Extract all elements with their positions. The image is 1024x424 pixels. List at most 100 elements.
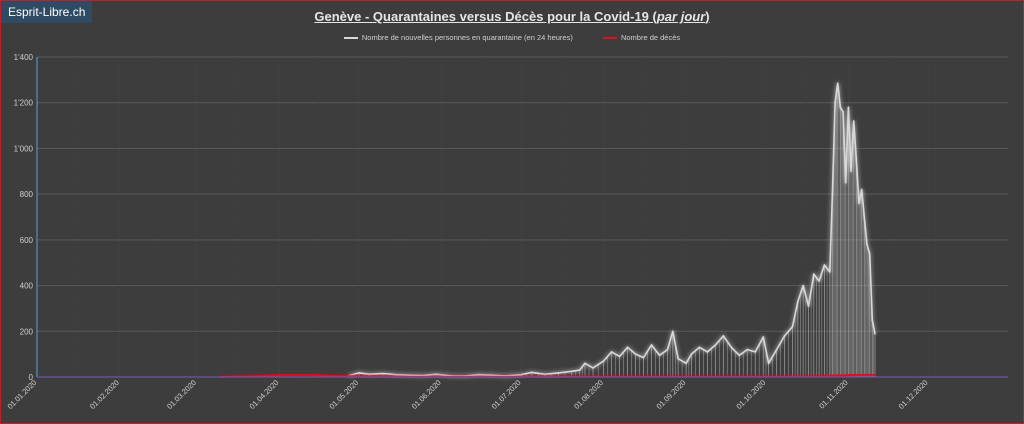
- x-tick-label: 01.12.2020: [897, 378, 930, 411]
- quarantine-point: [791, 325, 794, 328]
- chart-legend: Nombre de nouvelles personnes en quarant…: [0, 33, 1024, 42]
- quarantine-point: [626, 346, 629, 349]
- quarantine-point: [368, 373, 371, 376]
- chart-title-close: ): [705, 9, 710, 24]
- series-lines: [219, 82, 876, 378]
- quarantine-point: [634, 353, 637, 355]
- quarantine-point: [831, 193, 834, 195]
- x-tick-label: 01.03.2020: [165, 378, 198, 411]
- quarantine-point: [754, 351, 757, 353]
- quarantine-point: [746, 348, 749, 351]
- quarantine-point: [602, 360, 605, 362]
- quarantine-point: [382, 372, 384, 375]
- quarantine-point: [738, 354, 741, 357]
- legend-swatch-deaths: [602, 37, 617, 40]
- quarantine-point: [557, 372, 560, 374]
- x-tick-label: 01.11.2020: [817, 378, 850, 411]
- quarantine-point: [706, 351, 709, 353]
- quarantine-point: [592, 367, 594, 369]
- quarantine-point: [714, 344, 717, 346]
- deaths-line: [220, 373, 876, 378]
- deaths-point: [302, 373, 304, 376]
- quarantine-point: [491, 374, 493, 376]
- y-tick-label: 400: [20, 282, 34, 291]
- quarantine-point: [358, 372, 360, 374]
- quarantine-point: [834, 101, 836, 104]
- quarantine-point: [395, 373, 397, 376]
- quarantine-point: [578, 369, 581, 371]
- x-tick-label: 01.10.2020: [734, 378, 767, 411]
- deaths-point: [288, 374, 291, 376]
- quarantine-point: [842, 111, 844, 113]
- x-tick-label: 01.02.2020: [88, 378, 121, 411]
- quarantine-point: [839, 106, 842, 109]
- quarantine-point: [642, 356, 645, 359]
- quarantine-point: [813, 273, 815, 275]
- deaths-point: [275, 374, 278, 377]
- quarantine-point: [847, 106, 850, 109]
- quarantine-point: [544, 373, 546, 376]
- grid: [36, 56, 1008, 377]
- deaths-point: [259, 375, 262, 377]
- quarantine-point: [868, 252, 871, 255]
- legend-item-deaths[interactable]: Nombre de décès: [602, 33, 681, 42]
- quarantine-point: [435, 373, 437, 376]
- x-tick-label: 01.04.2020: [248, 378, 281, 411]
- quarantine-point: [610, 351, 613, 353]
- quarantine-point: [802, 284, 804, 287]
- quarantine-bars: [347, 83, 876, 377]
- brand-logo[interactable]: Esprit-Libre.ch: [1, 1, 93, 23]
- deaths-point: [828, 375, 831, 377]
- quarantine-point: [520, 373, 522, 376]
- quarantine-point: [658, 354, 661, 357]
- quarantine-point: [836, 82, 839, 85]
- quarantine-point: [730, 346, 733, 349]
- quarantine-point: [852, 120, 855, 122]
- quarantine-point: [797, 300, 799, 303]
- quarantine-point: [807, 305, 810, 307]
- quarantine-point: [570, 370, 573, 373]
- quarantine-point: [677, 357, 679, 360]
- chart-title: Genève - Quarantaines versus Décès pour …: [0, 9, 1024, 24]
- quarantine-point: [860, 188, 863, 191]
- y-tick-label: 800: [20, 190, 34, 199]
- quarantine-point: [531, 371, 533, 374]
- y-tick-label: 1'000: [14, 144, 34, 153]
- quarantine-point: [767, 362, 770, 365]
- deaths-point: [874, 373, 876, 376]
- x-tick-label: 01.09.2020: [655, 378, 688, 411]
- quarantine-point: [618, 355, 621, 358]
- legend-label-deaths: Nombre de décès: [620, 33, 681, 42]
- quarantine-point: [477, 373, 480, 376]
- quarantine-line: [348, 82, 876, 377]
- x-tick-label: 01.01.2020: [6, 378, 39, 411]
- y-tick-label: 1'400: [14, 53, 34, 62]
- quarantine-point: [775, 348, 778, 351]
- quarantine-point: [650, 344, 653, 346]
- x-tick-label: 01.07.2020: [490, 378, 523, 411]
- quarantine-point: [844, 181, 847, 184]
- legend-label-quarantine: Nombre de nouvelles personnes en quarant…: [361, 33, 573, 42]
- quarantine-point: [408, 374, 411, 376]
- legend-swatch-quarantine: [343, 37, 358, 40]
- quarantine-point: [690, 353, 693, 355]
- quarantine-point: [871, 319, 874, 321]
- quarantine-point: [672, 330, 674, 333]
- deaths-point: [866, 373, 868, 376]
- quarantine-point: [823, 264, 826, 266]
- deaths-point: [328, 375, 331, 377]
- deaths-point: [315, 374, 318, 376]
- chart-title-italic: par jour: [656, 9, 706, 24]
- y-tick-label: 0: [29, 373, 34, 382]
- quarantine-point: [858, 202, 860, 205]
- quarantine-point: [685, 362, 687, 365]
- quarantine-point: [584, 362, 586, 365]
- legend-item-quarantine[interactable]: Nombre de nouvelles personnes en quarant…: [343, 33, 573, 42]
- quarantine-point: [698, 346, 701, 349]
- quarantine-point: [818, 280, 820, 282]
- x-tick-label: 01.08.2020: [572, 378, 605, 411]
- quarantine-point: [828, 271, 831, 273]
- quarantine-point: [863, 216, 866, 218]
- x-tick-label: 01.06.2020: [410, 378, 443, 411]
